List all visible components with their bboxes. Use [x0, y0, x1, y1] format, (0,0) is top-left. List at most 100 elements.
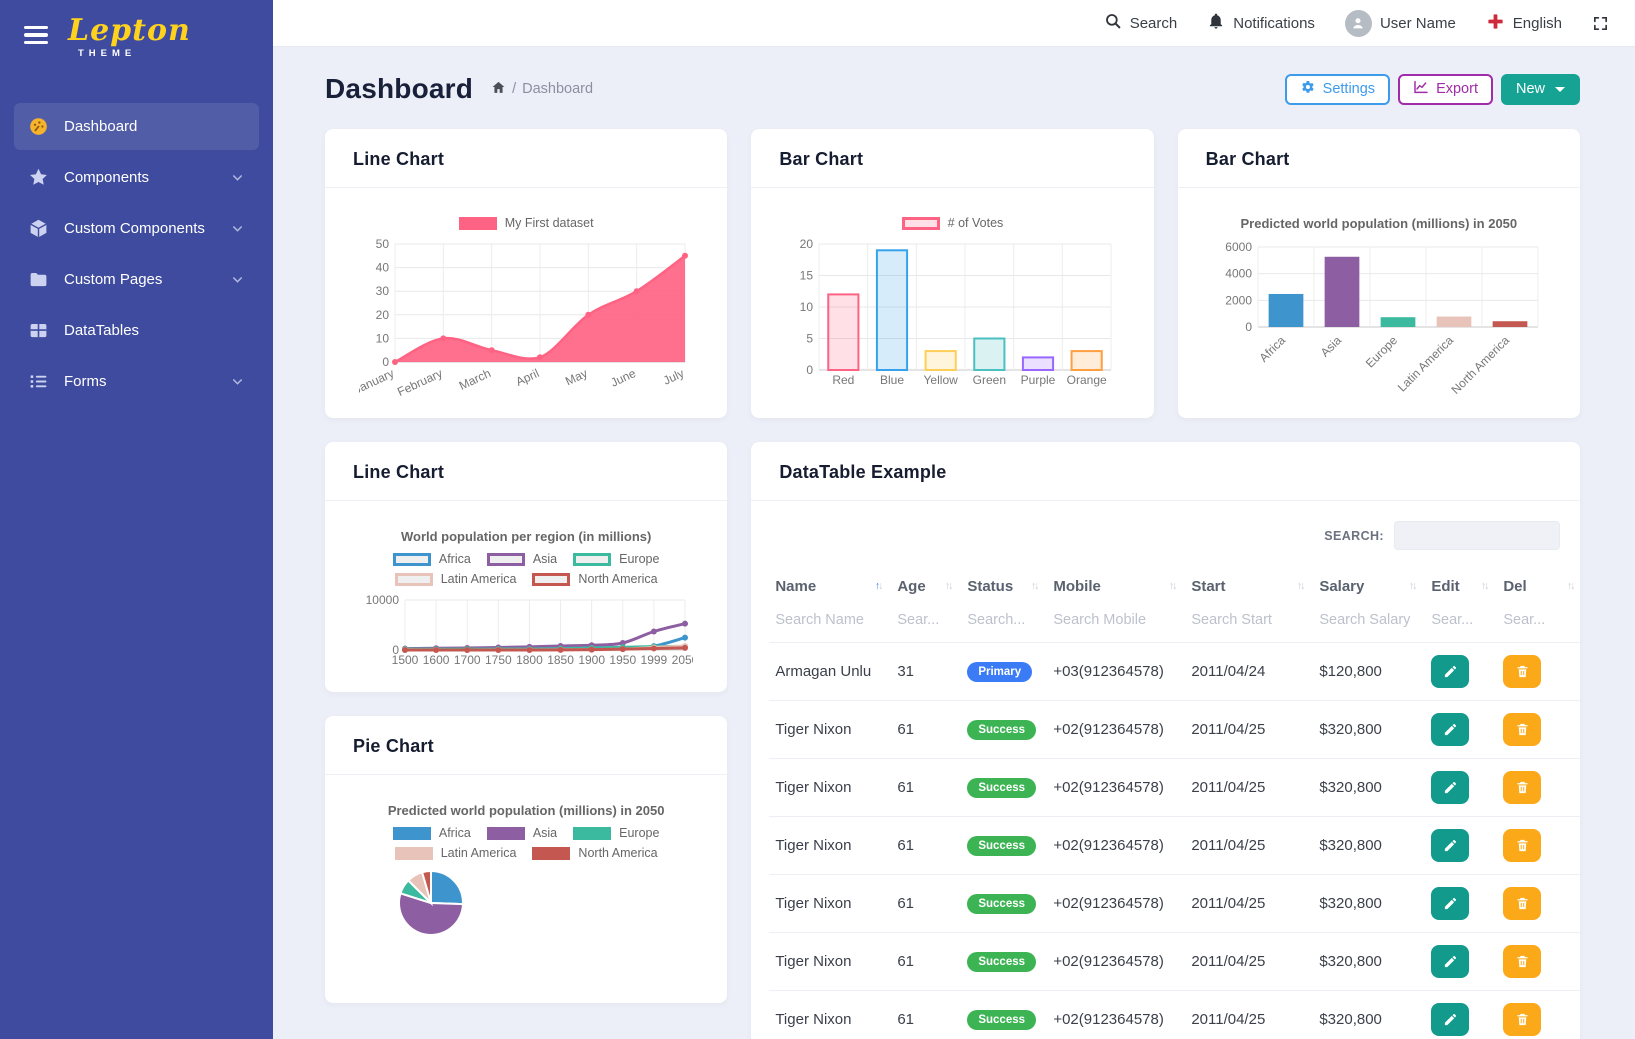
legend-item: Africa [392, 552, 471, 566]
delete-button[interactable] [1503, 829, 1542, 862]
fullscreen-icon[interactable] [1592, 15, 1609, 32]
logo-text: Lepton [68, 13, 191, 48]
table-row: Tiger Nixon 61 Success +02(912364578) 2011/0… [769, 874, 1580, 933]
filter-input-start[interactable] [1191, 612, 1308, 628]
sort-arrows-icon[interactable]: ↑ ↓ [1030, 580, 1040, 593]
legend-item: Latin America [394, 572, 516, 586]
folder-icon [28, 269, 49, 290]
chevron-down-icon [230, 374, 245, 389]
flag-icon [1486, 12, 1505, 35]
table-search-input[interactable] [1394, 521, 1560, 550]
sidebar-item-datatables[interactable]: DataTables [14, 307, 259, 354]
header-notifications[interactable]: Notifications [1207, 12, 1315, 34]
column-header-start[interactable]: Start ↑ ↓ [1191, 578, 1306, 595]
legend-swatch [532, 846, 571, 860]
sidebar-item-custom-pages[interactable]: Custom Pages [14, 256, 259, 303]
sort-arrows-icon[interactable]: ↑ ↓ [1296, 580, 1306, 593]
sidebar-item-label: DataTables [64, 322, 140, 339]
edit-button[interactable] [1431, 1003, 1470, 1036]
sidebar-item-label: Components [64, 169, 150, 186]
export-button[interactable]: Export [1398, 73, 1493, 105]
filter-input-name[interactable] [775, 612, 886, 628]
column-header-age[interactable]: Age ↑ ↓ [897, 578, 954, 595]
delete-button[interactable] [1503, 887, 1542, 920]
header-user[interactable]: User Name [1344, 9, 1456, 37]
filter-row [769, 607, 1580, 643]
svg-text:1750: 1750 [485, 653, 512, 667]
card-title: Line Chart [353, 149, 445, 169]
legend-swatch [573, 552, 612, 566]
delete-button[interactable] [1503, 655, 1542, 688]
card-title: DataTable Example [779, 462, 947, 482]
bar-chart-1: # of Votes 0 5 10 15 20 Red Blue Yellow Green Purp… [785, 216, 1119, 401]
sort-arrows-icon[interactable]: ↑ ↓ [1168, 580, 1178, 593]
settings-button[interactable]: Settings [1284, 73, 1391, 105]
svg-text:Green: Green [973, 373, 1006, 387]
legend-swatch [486, 826, 525, 840]
logo[interactable]: Lepton THEME [68, 13, 191, 60]
edit-button[interactable] [1431, 887, 1470, 920]
svg-text:2000: 2000 [1225, 293, 1252, 307]
chart-legend: Africa Asia Europe Latin America North Ameri… [376, 552, 676, 586]
main-content: Dashboard / Dashboard Settings Export Ne… [273, 47, 1635, 1039]
menu-toggle-icon[interactable] [24, 26, 48, 44]
header-search-label: Search [1129, 14, 1178, 32]
table-row: Tiger Nixon 61 Success +02(912364578) 2011/0… [769, 758, 1580, 817]
svg-text:0: 0 [392, 643, 399, 657]
line-chart-1: My First dataset 0 10 20 30 40 50 January Februa… [352, 216, 693, 409]
sort-arrows-icon[interactable]: ↑ ↓ [944, 580, 954, 593]
column-header-edit[interactable]: Edit ↑ ↓ [1431, 578, 1490, 595]
sort-arrows-icon[interactable]: ↑ ↓ [874, 580, 884, 593]
header-search[interactable]: Search [1104, 12, 1178, 34]
breadcrumb-separator: / [512, 81, 517, 97]
edit-button[interactable] [1431, 713, 1470, 746]
sort-arrows-icon[interactable]: ↑ ↓ [1408, 580, 1418, 593]
filter-input-mobile[interactable] [1053, 612, 1180, 628]
edit-button[interactable] [1431, 945, 1470, 978]
legend-item: North America [532, 846, 658, 860]
filter-input-edit[interactable] [1431, 612, 1492, 628]
delete-button[interactable] [1503, 713, 1542, 746]
filter-input-salary[interactable] [1319, 612, 1420, 628]
card-line-chart-1: Line Chart My First dataset 0 10 20 30 40 50 Ja… [325, 129, 728, 418]
table-search-label: SEARCH: [1324, 528, 1384, 543]
svg-text:2050: 2050 [672, 653, 693, 667]
card-bar-chart-2: Bar Chart Predicted world population (mi… [1177, 129, 1580, 418]
svg-text:Yellow: Yellow [924, 373, 959, 387]
filter-input-status[interactable] [967, 612, 1042, 628]
home-icon[interactable] [491, 80, 506, 99]
svg-text:March: March [457, 366, 493, 393]
svg-text:20: 20 [376, 308, 390, 322]
header-language[interactable]: English [1486, 12, 1562, 35]
column-header-mobile[interactable]: Mobile ↑ ↓ [1053, 578, 1178, 595]
caret-down-icon [1555, 86, 1565, 92]
edit-button[interactable] [1431, 655, 1470, 688]
legend-item: My First dataset [458, 216, 594, 230]
svg-text:January: January [359, 366, 396, 397]
sidebar-item-forms[interactable]: Forms [14, 358, 259, 405]
legend-item: Europe [573, 552, 659, 566]
sidebar-item-dashboard[interactable]: Dashboard [14, 103, 259, 150]
svg-text:1700: 1700 [454, 653, 481, 667]
filter-input-age[interactable] [897, 612, 956, 628]
sidebar-item-custom-components[interactable]: Custom Components [14, 205, 259, 252]
data-table: Name ↑ ↓ Age ↑ ↓ Status ↑ ↓ Mobile ↑ ↓ Start ↑ ↓ Salary… [769, 568, 1580, 1039]
delete-button[interactable] [1503, 945, 1542, 978]
delete-button[interactable] [1503, 771, 1542, 804]
sort-arrows-icon[interactable]: ↑ ↓ [1566, 580, 1576, 593]
edit-button[interactable] [1431, 771, 1470, 804]
table-icon [28, 320, 49, 341]
column-header-del[interactable]: Del ↑ ↓ [1503, 578, 1576, 595]
sidebar-item-components[interactable]: Components [14, 154, 259, 201]
delete-button[interactable] [1503, 1003, 1542, 1036]
edit-button[interactable] [1431, 829, 1470, 862]
column-header-name[interactable]: Name ↑ ↓ [775, 578, 884, 595]
table-body: Armagan Unlu31Primary+03(912364578)2011/… [769, 607, 1580, 1039]
column-header-salary[interactable]: Salary ↑ ↓ [1319, 578, 1418, 595]
legend-swatch [392, 552, 431, 566]
column-header-status[interactable]: Status ↑ ↓ [967, 578, 1040, 595]
filter-input-del[interactable] [1503, 612, 1578, 628]
sort-arrows-icon[interactable]: ↑ ↓ [1480, 580, 1490, 593]
new-button[interactable]: New [1500, 73, 1580, 105]
svg-text:Africa: Africa [1256, 333, 1288, 365]
